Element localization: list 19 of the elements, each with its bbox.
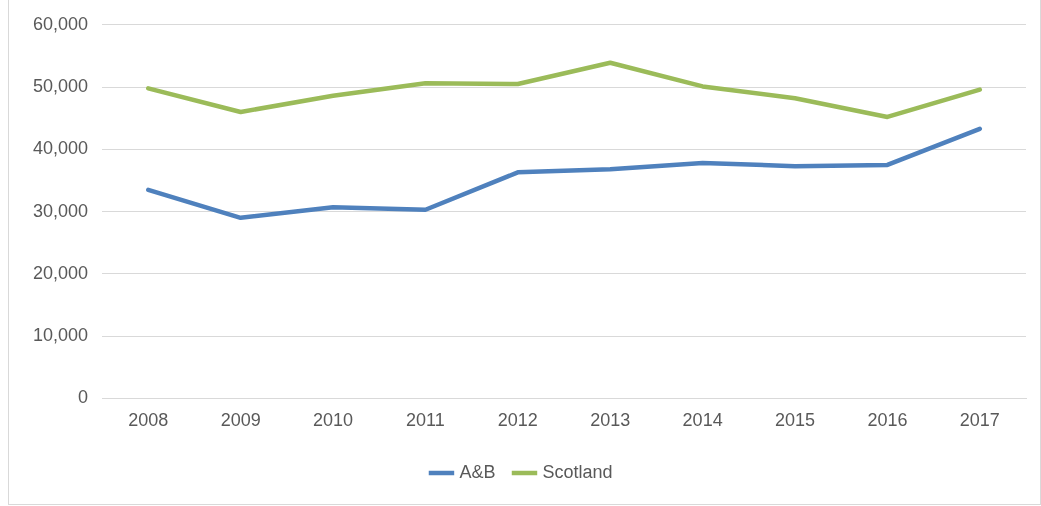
y-tick-label: 20,000 [32,262,89,283]
x-tick-label: 2010 [313,410,354,431]
y-tick-label: 10,000 [32,325,89,346]
x-tick-label: 2017 [959,410,1000,431]
x-tick-label: 2015 [774,410,816,431]
x-tick-label: 2008 [128,410,169,431]
x-tick-label: 2011 [406,410,445,431]
y-tick-label: 40,000 [32,138,89,159]
x-tick-label: 2012 [497,410,538,431]
x-tick-label: 2016 [867,410,908,431]
x-tick-label: 2014 [682,410,723,431]
y-tick-label: 0 [78,387,89,408]
x-tick-label: 2013 [590,410,631,431]
legend-label: Scotland [542,461,613,482]
y-tick-label: 50,000 [32,76,89,97]
legend-label: A&B [459,461,496,482]
x-tick-label: 2009 [220,410,261,431]
y-tick-label: 60,000 [32,13,89,34]
y-tick-label: 30,000 [32,200,89,221]
